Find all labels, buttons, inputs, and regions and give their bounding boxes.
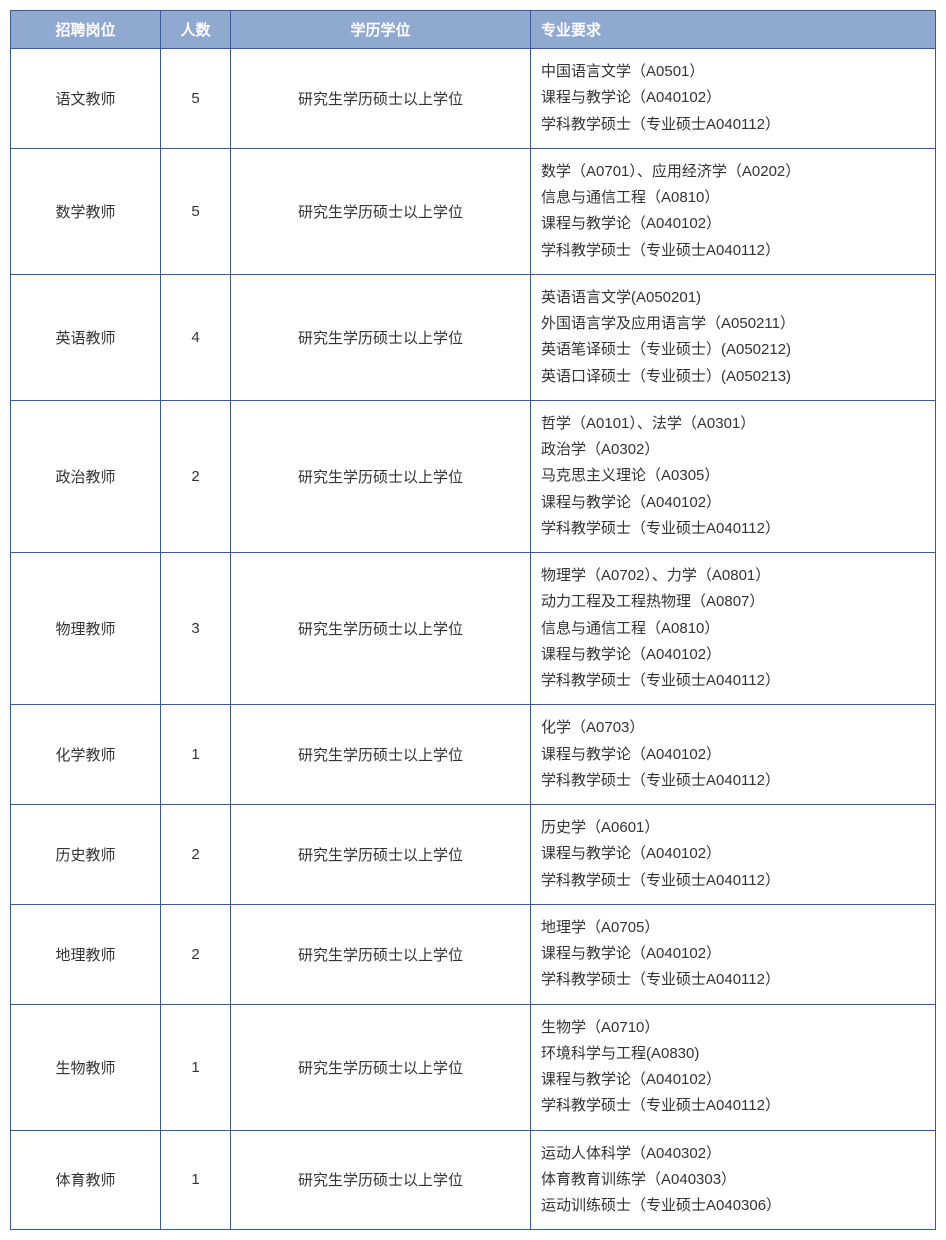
cell-position: 物理教师	[11, 553, 161, 705]
requirement-line: 课程与教学论（A040102）	[541, 742, 927, 768]
cell-requirements: 英语语言文学(A050201)外国语言学及应用语言学（A050211）英语笔译硕…	[531, 274, 936, 400]
table-row: 数学教师5研究生学历硕士以上学位数学（A0701）、应用经济学（A0202）信息…	[11, 148, 936, 274]
header-requirements: 专业要求	[531, 11, 936, 49]
table-body: 语文教师5研究生学历硕士以上学位中国语言文学（A0501）课程与教学论（A040…	[11, 49, 936, 1230]
cell-count: 5	[161, 49, 231, 149]
requirement-line: 运动训练硕士（专业硕士A040306）	[541, 1193, 927, 1219]
cell-requirements: 物理学（A0702）、力学（A0801）动力工程及工程热物理（A0807）信息与…	[531, 553, 936, 705]
requirement-line: 外国语言学及应用语言学（A050211）	[541, 311, 927, 337]
cell-requirements: 数学（A0701）、应用经济学（A0202）信息与通信工程（A0810）课程与教…	[531, 148, 936, 274]
table-row: 英语教师4研究生学历硕士以上学位英语语言文学(A050201)外国语言学及应用语…	[11, 274, 936, 400]
requirement-line: 课程与教学论（A040102）	[541, 211, 927, 237]
requirement-line: 课程与教学论（A040102）	[541, 941, 927, 967]
table-row: 历史教师2研究生学历硕士以上学位历史学（A0601）课程与教学论（A040102…	[11, 805, 936, 905]
requirement-line: 马克思主义理论（A0305）	[541, 463, 927, 489]
cell-position: 化学教师	[11, 705, 161, 805]
cell-degree: 研究生学历硕士以上学位	[231, 400, 531, 552]
requirement-line: 中国语言文学（A0501）	[541, 59, 927, 85]
requirement-line: 英语语言文学(A050201)	[541, 285, 927, 311]
cell-position: 历史教师	[11, 805, 161, 905]
requirement-line: 学科教学硕士（专业硕士A040112）	[541, 516, 927, 542]
requirement-line: 生物学（A0710）	[541, 1015, 927, 1041]
cell-degree: 研究生学历硕士以上学位	[231, 148, 531, 274]
cell-count: 1	[161, 705, 231, 805]
cell-count: 5	[161, 148, 231, 274]
requirement-line: 学科教学硕士（专业硕士A040112）	[541, 768, 927, 794]
cell-position: 政治教师	[11, 400, 161, 552]
requirement-line: 政治学（A0302）	[541, 437, 927, 463]
cell-requirements: 运动人体科学（A040302）体育教育训练学（A040303）运动训练硕士（专业…	[531, 1130, 936, 1230]
requirement-line: 学科教学硕士（专业硕士A040112）	[541, 967, 927, 993]
requirement-line: 英语口译硕士（专业硕士）(A050213)	[541, 364, 927, 390]
cell-requirements: 中国语言文学（A0501）课程与教学论（A040102）学科教学硕士（专业硕士A…	[531, 49, 936, 149]
cell-position: 语文教师	[11, 49, 161, 149]
requirement-line: 英语笔译硕士（专业硕士）(A050212)	[541, 337, 927, 363]
table-row: 地理教师2研究生学历硕士以上学位地理学（A0705）课程与教学论（A040102…	[11, 904, 936, 1004]
cell-count: 2	[161, 805, 231, 905]
cell-position: 体育教师	[11, 1130, 161, 1230]
requirement-line: 历史学（A0601）	[541, 815, 927, 841]
table-row: 化学教师1研究生学历硕士以上学位化学（A0703）课程与教学论（A040102）…	[11, 705, 936, 805]
cell-degree: 研究生学历硕士以上学位	[231, 805, 531, 905]
requirement-line: 环境科学与工程(A0830)	[541, 1041, 927, 1067]
cell-count: 1	[161, 1004, 231, 1130]
cell-position: 英语教师	[11, 274, 161, 400]
cell-degree: 研究生学历硕士以上学位	[231, 904, 531, 1004]
cell-degree: 研究生学历硕士以上学位	[231, 553, 531, 705]
table-header: 招聘岗位 人数 学历学位 专业要求	[11, 11, 936, 49]
requirement-line: 学科教学硕士（专业硕士A040112）	[541, 868, 927, 894]
requirement-line: 课程与教学论（A040102）	[541, 85, 927, 111]
table-row: 体育教师1研究生学历硕士以上学位运动人体科学（A040302）体育教育训练学（A…	[11, 1130, 936, 1230]
header-degree: 学历学位	[231, 11, 531, 49]
cell-count: 2	[161, 400, 231, 552]
requirement-line: 哲学（A0101）、法学（A0301）	[541, 411, 927, 437]
requirement-line: 课程与教学论（A040102）	[541, 1067, 927, 1093]
requirement-line: 体育教育训练学（A040303）	[541, 1167, 927, 1193]
requirement-line: 信息与通信工程（A0810）	[541, 616, 927, 642]
recruitment-table: 招聘岗位 人数 学历学位 专业要求 语文教师5研究生学历硕士以上学位中国语言文学…	[10, 10, 936, 1230]
cell-count: 4	[161, 274, 231, 400]
table-row: 语文教师5研究生学历硕士以上学位中国语言文学（A0501）课程与教学论（A040…	[11, 49, 936, 149]
cell-requirements: 地理学（A0705）课程与教学论（A040102）学科教学硕士（专业硕士A040…	[531, 904, 936, 1004]
header-row: 招聘岗位 人数 学历学位 专业要求	[11, 11, 936, 49]
cell-count: 3	[161, 553, 231, 705]
cell-position: 数学教师	[11, 148, 161, 274]
requirement-line: 动力工程及工程热物理（A0807）	[541, 589, 927, 615]
requirement-line: 课程与教学论（A040102）	[541, 490, 927, 516]
cell-count: 2	[161, 904, 231, 1004]
header-count: 人数	[161, 11, 231, 49]
cell-count: 1	[161, 1130, 231, 1230]
requirement-line: 学科教学硕士（专业硕士A040112）	[541, 1093, 927, 1119]
requirement-line: 学科教学硕士（专业硕士A040112）	[541, 112, 927, 138]
cell-degree: 研究生学历硕士以上学位	[231, 1004, 531, 1130]
requirement-line: 学科教学硕士（专业硕士A040112）	[541, 668, 927, 694]
cell-degree: 研究生学历硕士以上学位	[231, 1130, 531, 1230]
cell-degree: 研究生学历硕士以上学位	[231, 705, 531, 805]
cell-requirements: 历史学（A0601）课程与教学论（A040102）学科教学硕士（专业硕士A040…	[531, 805, 936, 905]
table-row: 政治教师2研究生学历硕士以上学位哲学（A0101）、法学（A0301）政治学（A…	[11, 400, 936, 552]
cell-degree: 研究生学历硕士以上学位	[231, 274, 531, 400]
cell-position: 生物教师	[11, 1004, 161, 1130]
requirement-line: 化学（A0703）	[541, 715, 927, 741]
requirement-line: 物理学（A0702）、力学（A0801）	[541, 563, 927, 589]
requirement-line: 运动人体科学（A040302）	[541, 1141, 927, 1167]
requirement-line: 学科教学硕士（专业硕士A040112）	[541, 238, 927, 264]
header-position: 招聘岗位	[11, 11, 161, 49]
cell-position: 地理教师	[11, 904, 161, 1004]
requirement-line: 课程与教学论（A040102）	[541, 642, 927, 668]
table-row: 生物教师1研究生学历硕士以上学位生物学（A0710）环境科学与工程(A0830)…	[11, 1004, 936, 1130]
requirement-line: 信息与通信工程（A0810）	[541, 185, 927, 211]
requirement-line: 数学（A0701）、应用经济学（A0202）	[541, 159, 927, 185]
cell-requirements: 化学（A0703）课程与教学论（A040102）学科教学硕士（专业硕士A0401…	[531, 705, 936, 805]
cell-requirements: 生物学（A0710）环境科学与工程(A0830)课程与教学论（A040102）学…	[531, 1004, 936, 1130]
requirement-line: 课程与教学论（A040102）	[541, 841, 927, 867]
cell-requirements: 哲学（A0101）、法学（A0301）政治学（A0302）马克思主义理论（A03…	[531, 400, 936, 552]
cell-degree: 研究生学历硕士以上学位	[231, 49, 531, 149]
table-row: 物理教师3研究生学历硕士以上学位物理学（A0702）、力学（A0801）动力工程…	[11, 553, 936, 705]
requirement-line: 地理学（A0705）	[541, 915, 927, 941]
